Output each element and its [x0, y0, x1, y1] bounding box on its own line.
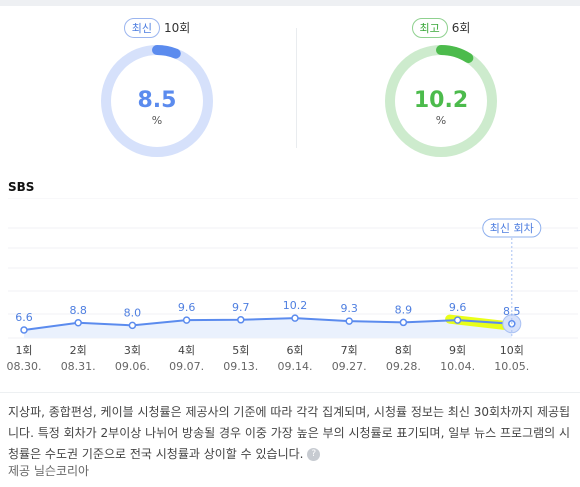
gauge-divider — [296, 28, 297, 148]
rating-area-fill — [24, 318, 512, 338]
data-label: 10.2 — [283, 299, 308, 312]
rating-notice: 지상파, 종합편성, 케이블 시청률은 제공사의 기준에 따라 각각 집계되며,… — [8, 402, 578, 465]
x-tick-episode: 1회 — [15, 344, 32, 357]
x-tick-episode: 9회 — [449, 344, 466, 357]
latest-gauge-ring — [101, 45, 213, 157]
latest-episode-tag — [482, 218, 542, 238]
x-tick-date: 09.27. — [332, 360, 367, 373]
x-tick-date: 09.07. — [169, 360, 204, 373]
question-icon[interactable]: ? — [307, 448, 321, 461]
section-divider — [0, 392, 580, 393]
data-label: 8.8 — [69, 304, 87, 317]
rating-notice-text: 지상파, 종합편성, 케이블 시청률은 제공사의 기준에 따라 각각 집계되며,… — [8, 405, 571, 461]
x-tick-episode: 5회 — [232, 344, 249, 357]
x-tick-date: 09.28. — [386, 360, 421, 373]
data-point — [74, 319, 82, 327]
best-badge: 최고 — [411, 18, 448, 38]
latest-episode: 10회 — [163, 21, 191, 35]
rating-line — [23, 317, 512, 332]
data-point — [399, 318, 408, 327]
data-point — [182, 316, 191, 324]
x-tick-episode: 3회 — [124, 344, 141, 357]
x-tick-episode: 6회 — [286, 344, 303, 357]
latest-rating-card: 최신 10회 8.5 % — [82, 18, 232, 168]
x-tick-episode: 8회 — [395, 344, 412, 357]
x-tick-episode: 10회 — [500, 344, 524, 357]
latest-badge: 최신 — [123, 18, 160, 38]
best-episode: 6회 — [451, 21, 471, 35]
data-label: 9.7 — [232, 301, 250, 314]
latest-rating-unit: % — [151, 114, 163, 127]
data-source: 제공 닐슨코리아 — [8, 464, 90, 478]
x-tick-date: 10.04. — [440, 360, 475, 373]
x-tick-episode: 2회 — [70, 344, 87, 357]
data-point — [20, 326, 28, 334]
top-border — [0, 0, 580, 6]
x-tick-date: 10.05. — [494, 360, 529, 373]
data-label: 9.6 — [178, 301, 196, 314]
x-tick-date: 08.30. — [7, 360, 42, 373]
rating-trend-chart: 6.68.8 8.0 9.6 9.7 10.2 9.3 8.9 9.6 8.5 1회08.30.… — [7, 198, 578, 373]
x-tick-date: 08.31. — [61, 360, 96, 373]
x-tick-date: 09.14. — [278, 360, 313, 373]
best-rating-value: 10.2 — [413, 88, 469, 113]
data-label: 9.3 — [340, 302, 358, 315]
data-point — [345, 317, 353, 325]
best-rating-card: 최고 6회 10.2 % — [366, 18, 516, 168]
best-header: 최고 6회 — [366, 18, 516, 38]
data-point — [237, 316, 245, 324]
latest-header: 최신 10회 — [82, 18, 232, 38]
data-point — [291, 314, 299, 322]
data-label: 6.6 — [15, 311, 33, 324]
best-rating-unit: % — [435, 114, 447, 127]
x-tick-date: 09.13. — [223, 360, 258, 373]
x-tick-date: 09.06. — [115, 360, 150, 373]
best-gauge-ring — [385, 45, 497, 157]
x-tick-episode: 4회 — [178, 344, 195, 357]
x-tick-episode: 7회 — [341, 344, 358, 357]
channel-title: SBS — [8, 180, 35, 194]
latest-episode-tag-label: 최신 회차 — [490, 222, 534, 235]
data-point — [128, 321, 137, 330]
data-label: 9.6 — [449, 301, 467, 314]
latest-rating-value: 8.5 — [137, 88, 177, 113]
data-label: 8.0 — [124, 306, 142, 319]
data-point — [453, 316, 462, 324]
data-label: 8.9 — [395, 303, 413, 316]
